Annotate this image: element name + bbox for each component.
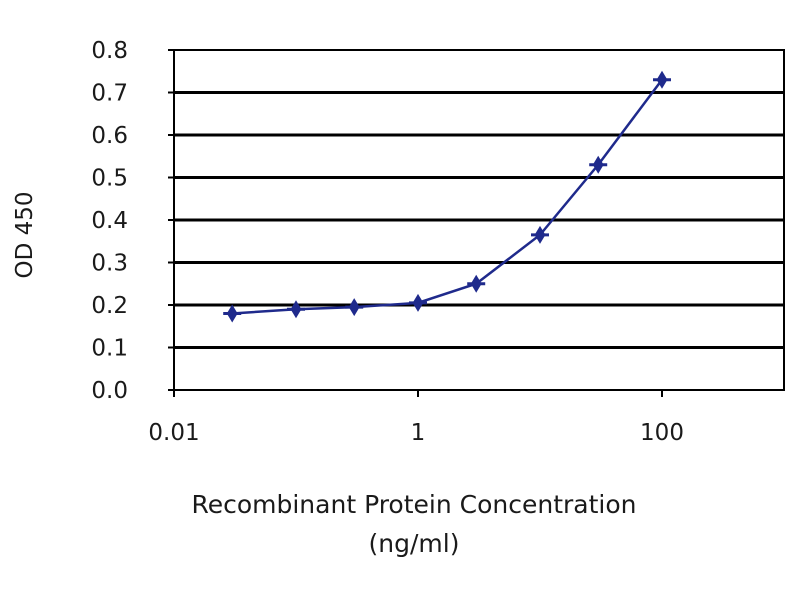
x-axis-unit: (ng/ml) [369,529,460,558]
x-tick-label: 100 [640,420,684,446]
gridlines [174,91,784,349]
x-axis-title: Recombinant Protein Concentration [191,490,636,519]
y-tick-label: 0.3 [91,251,128,277]
x-tick-label: 1 [411,420,426,446]
y-tick-label: 0.1 [91,336,128,362]
x-axis: 0.01 1 100 [148,390,684,446]
y-axis-title: OD 450 [12,191,38,278]
x-tick-label: 0.01 [148,420,199,446]
y-tick-label: 0.5 [91,166,128,192]
y-tick-label: 0.7 [91,81,128,107]
y-axis: 0.0 0.1 0.2 0.3 0.4 0.5 0.6 0.7 0.8 [91,38,174,404]
data-series [223,70,671,323]
y-tick-label: 0.8 [91,38,128,64]
series-line [232,78,663,315]
y-tick-label: 0.0 [91,378,128,404]
y-tick-label: 0.6 [91,123,128,149]
y-tick-label: 0.2 [91,293,128,319]
y-tick-label: 0.4 [91,208,128,234]
